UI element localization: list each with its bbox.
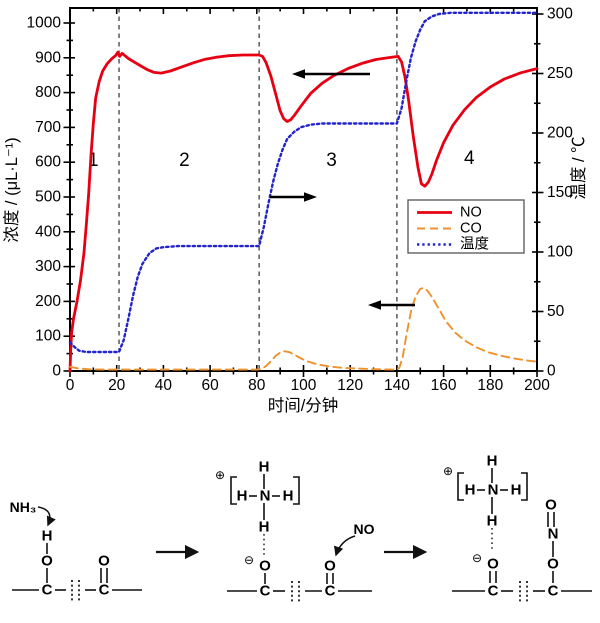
o-atom: O [545, 497, 557, 514]
o-atom: O [41, 553, 53, 570]
axis-pointer-arrowhead [368, 300, 381, 310]
mechanism-structure-2: ⊕ H N H H H ⊖ O C C O [215, 459, 375, 602]
minus-charge: ⊖ [244, 553, 254, 567]
left-tick-label: 900 [35, 49, 61, 66]
plus-charge: ⊕ [215, 468, 225, 482]
no-attack-arrow [333, 535, 356, 557]
mechanism-structure-3: ⊕ H N H H H ⊖ O C C O [443, 453, 592, 602]
o-atom: O [259, 558, 271, 575]
left-bracket [457, 472, 464, 501]
plot-frame [69, 7, 538, 372]
left-tick-label: 0 [52, 363, 61, 380]
right-tick-label: 0 [547, 363, 556, 380]
h-atom: H [237, 488, 248, 505]
h-atom: H [487, 453, 498, 470]
x-axis-title: 时间/分钟 [268, 396, 339, 415]
left-tick-label: 800 [35, 84, 61, 101]
h-atom: H [259, 459, 270, 476]
o-atom: O [487, 556, 499, 573]
right-bracket [293, 476, 300, 505]
plus-charge: ⊕ [443, 464, 453, 478]
x-tick-label: 140 [384, 377, 410, 394]
left-tick-label: 1000 [27, 15, 62, 32]
x-tick-label: 40 [155, 377, 173, 394]
stage-label: 4 [464, 148, 475, 169]
o-atom: O [324, 558, 336, 575]
x-tick-label: 20 [108, 377, 126, 394]
right-tick-label: 300 [547, 6, 573, 23]
x-tick-label: 60 [201, 377, 219, 394]
left-tick-label: 600 [35, 154, 61, 171]
mechanism-structure-1: NH₃ H O C C O [10, 499, 142, 601]
reaction-mechanism-diagram: NH₃ H O C C O ⊕ H N H [10, 453, 592, 602]
c-atom: C [488, 583, 499, 600]
left-bracket [230, 476, 237, 505]
stage-label: 3 [326, 150, 337, 171]
n-atom: N [260, 488, 271, 505]
minus-charge: ⊖ [472, 551, 482, 565]
x-tick-label: 160 [431, 377, 457, 394]
h-atom: H [487, 513, 498, 530]
right-tick-label: 200 [547, 125, 573, 142]
legend-label: CO [460, 221, 482, 237]
h-atom: H [511, 482, 522, 499]
温度-curve [68, 11, 539, 354]
stage-label: 1 [88, 150, 99, 171]
h-atom: H [259, 519, 270, 536]
left-tick-label: 300 [35, 258, 61, 275]
right-tick-label: 150 [547, 184, 573, 201]
legend-label: NO [460, 205, 482, 221]
stage-label: 2 [179, 150, 190, 171]
legend-box [407, 199, 525, 254]
x-tick-label: 80 [248, 377, 266, 394]
x-tick-label: 100 [291, 377, 317, 394]
c-atom: C [99, 582, 110, 599]
left-tick-label: 700 [35, 119, 61, 136]
right-axis-title: 温度 / ℃ [569, 136, 588, 199]
axis-pointer-arrowhead [292, 69, 305, 79]
o-atom: O [547, 556, 559, 573]
h-atom: H [465, 482, 476, 499]
legend-label: 温度 [460, 236, 489, 253]
no-label: NO [354, 521, 375, 537]
c-atom: C [42, 582, 53, 599]
x-tick-label: 0 [66, 377, 75, 394]
left-tick-label: 200 [35, 293, 61, 310]
x-tick-label: 120 [337, 377, 363, 394]
o-atom: O [98, 553, 110, 570]
n-atom: N [488, 482, 499, 499]
left-tick-label: 500 [35, 189, 61, 206]
left-tick-label: 100 [35, 328, 61, 345]
concentration-temperature-chart: 1 2 3 40 20 40 60 80 100 120 140 160 180 200010020030… [2, 6, 588, 416]
x-tick-label: 200 [524, 377, 550, 394]
c-atom: C [548, 583, 559, 600]
x-tick-label: 180 [477, 377, 503, 394]
right-tick-label: 50 [547, 303, 565, 320]
n-atom: N [548, 526, 559, 543]
h-atom: H [283, 488, 294, 505]
right-tick-label: 100 [547, 244, 573, 261]
left-axis-title: 浓度 / (μL·L⁻¹) [2, 137, 21, 242]
h-atom: H [42, 528, 53, 545]
nh3-label: NH₃ [10, 499, 37, 515]
co-curve [69, 286, 538, 371]
no-curve [68, 50, 539, 373]
c-atom: C [325, 583, 336, 600]
right-tick-label: 250 [547, 65, 573, 82]
nh3-attack-arrow [37, 506, 56, 527]
right-bracket [521, 472, 528, 501]
c-atom: C [260, 583, 271, 600]
axis-pointer-arrowhead [304, 192, 317, 202]
left-tick-label: 400 [35, 223, 61, 240]
